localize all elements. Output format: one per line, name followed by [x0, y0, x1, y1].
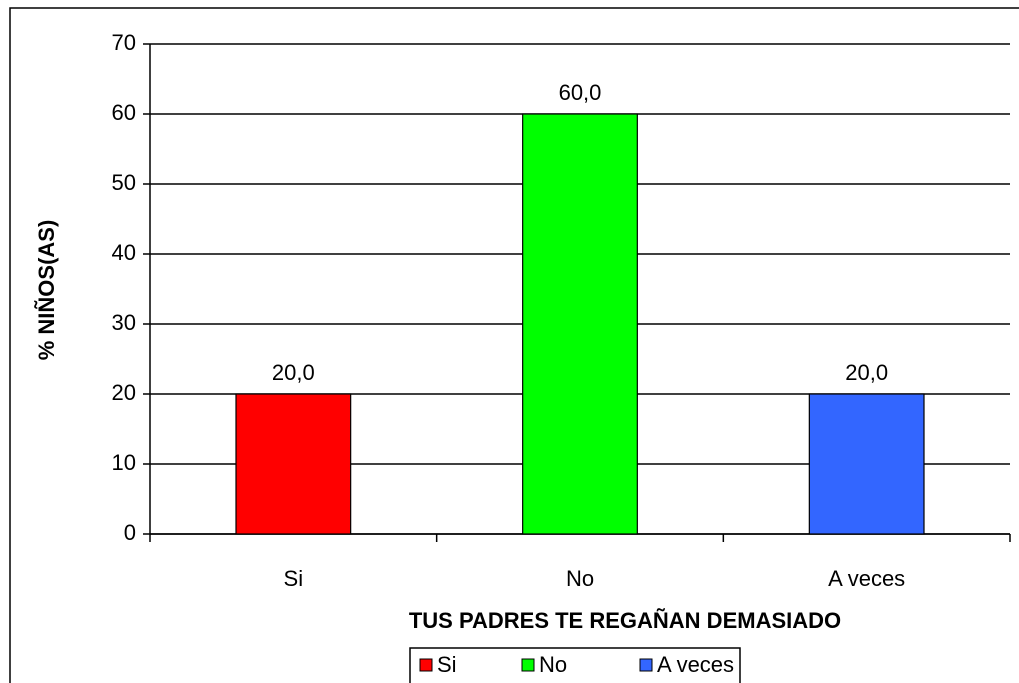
y-tick-label: 50 [112, 170, 136, 195]
legend-swatch [639, 658, 653, 672]
x-tick-label: No [566, 566, 594, 591]
y-tick-label: 0 [124, 520, 136, 545]
bar [235, 393, 352, 535]
y-tick-label: 60 [112, 100, 136, 125]
data-label: 60,0 [559, 80, 602, 105]
legend-label: Si [437, 652, 457, 677]
legend [409, 647, 741, 683]
legend-label: No [539, 652, 567, 677]
legend-swatch [521, 658, 535, 672]
y-tick-label: 20 [112, 380, 136, 405]
y-tick-label: 30 [112, 310, 136, 335]
legend-swatch [419, 658, 433, 672]
y-tick-label: 10 [112, 450, 136, 475]
x-axis-title: TUS PADRES TE REGAÑAN DEMASIADO [409, 608, 841, 633]
x-tick-label: Si [284, 566, 304, 591]
x-tick-label: A veces [828, 566, 905, 591]
bar [522, 113, 638, 535]
bar [808, 393, 925, 535]
data-label: 20,0 [272, 360, 315, 385]
y-axis-title: % NIÑOS(AS) [34, 220, 59, 361]
chart-frame [9, 7, 1019, 683]
data-label: 20,0 [845, 360, 888, 385]
legend-label: A veces [657, 652, 734, 677]
y-tick-label: 70 [112, 30, 136, 55]
y-tick-label: 40 [112, 240, 136, 265]
